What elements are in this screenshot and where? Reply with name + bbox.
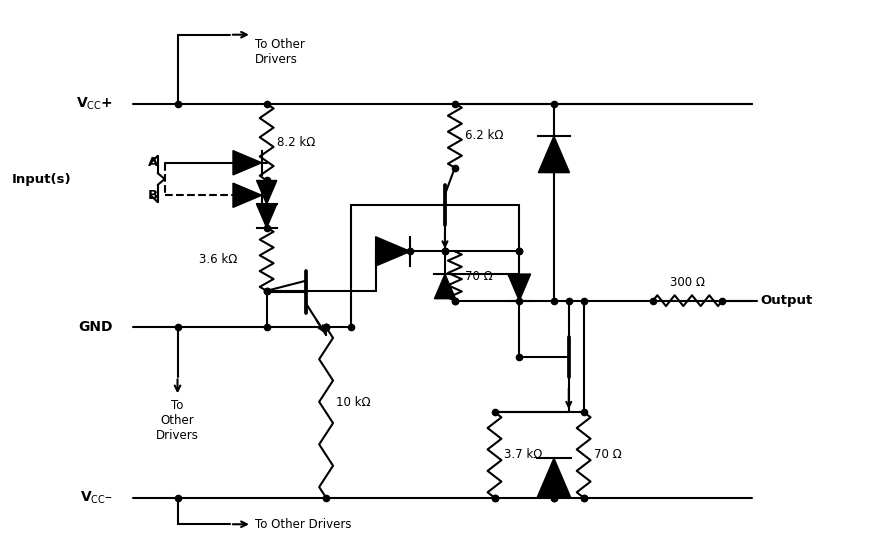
Text: To Other Drivers: To Other Drivers: [255, 518, 351, 531]
Polygon shape: [508, 274, 530, 301]
Polygon shape: [434, 274, 455, 299]
Polygon shape: [256, 204, 277, 228]
Text: Output: Output: [760, 294, 812, 307]
Text: 3.7 kΩ: 3.7 kΩ: [505, 448, 543, 461]
Text: A: A: [148, 156, 157, 169]
Text: Input(s): Input(s): [12, 172, 72, 186]
Polygon shape: [537, 458, 571, 498]
Text: 70 Ω: 70 Ω: [465, 270, 492, 282]
Text: 10 kΩ: 10 kΩ: [336, 396, 370, 409]
Text: To
Other
Drivers: To Other Drivers: [156, 399, 199, 442]
Text: 70 Ω: 70 Ω: [593, 448, 621, 461]
Polygon shape: [538, 136, 569, 172]
Text: 300 Ω: 300 Ω: [670, 276, 705, 289]
Text: V$_{\rm CC}$+: V$_{\rm CC}$+: [76, 96, 113, 112]
Text: To Other
Drivers: To Other Drivers: [255, 38, 305, 66]
Polygon shape: [376, 237, 410, 266]
Text: 3.6 kΩ: 3.6 kΩ: [199, 253, 238, 266]
Polygon shape: [233, 183, 262, 207]
Polygon shape: [256, 181, 277, 204]
Text: GND: GND: [79, 320, 113, 334]
Text: V$_{\rm CC}$–: V$_{\rm CC}$–: [80, 489, 113, 506]
Text: B: B: [148, 188, 157, 202]
Text: 6.2 kΩ: 6.2 kΩ: [465, 129, 503, 142]
Text: 8.2 kΩ: 8.2 kΩ: [277, 136, 315, 148]
Polygon shape: [233, 151, 262, 175]
